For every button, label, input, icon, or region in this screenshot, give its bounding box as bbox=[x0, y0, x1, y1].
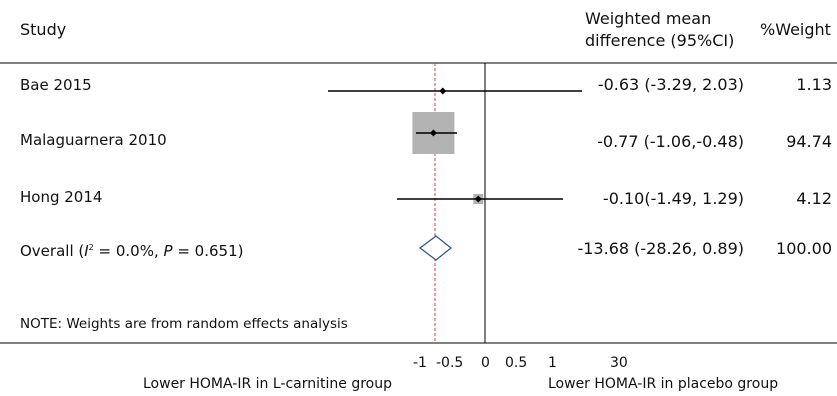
x-tick-label: 0 bbox=[481, 355, 490, 371]
overall-label: Overall (I2 = 0.0%, P = 0.651) bbox=[20, 239, 243, 260]
study-name-bae: Bae 2015 bbox=[20, 76, 92, 94]
x-tick-label: 1 bbox=[548, 355, 557, 371]
p-text: = 0.651) bbox=[172, 242, 244, 260]
study-ci-bae: -0.63 (-3.29, 2.03) bbox=[597, 75, 744, 94]
x-tick-label: -0.5 bbox=[436, 355, 464, 371]
point-estimate bbox=[439, 87, 447, 95]
study-weight-hong: 4.12 bbox=[796, 189, 832, 208]
x-tick-label: 30 bbox=[610, 355, 628, 371]
x-tick-label: 0.5 bbox=[505, 355, 528, 371]
i2-text: = 0.0%, bbox=[93, 242, 164, 260]
x-label-right: Lower HOMA-IR in placebo group bbox=[548, 376, 779, 392]
overall-ci: -13.68 (-28.26, 0.89) bbox=[577, 239, 744, 258]
overall-weight: 100.00 bbox=[776, 239, 832, 258]
analysis-note: NOTE: Weights are from random effects an… bbox=[20, 316, 348, 332]
study-weight-malaguarnera: 94.74 bbox=[786, 132, 832, 151]
point-estimate bbox=[429, 129, 437, 137]
overall-label-prefix: Overall ( bbox=[20, 242, 85, 260]
header-effect-label-line2: difference (95%CI) bbox=[585, 31, 735, 50]
study-name-hong: Hong 2014 bbox=[20, 188, 103, 206]
study-ci-malaguarnera: -0.77 (-1.06,-0.48) bbox=[597, 132, 744, 151]
study-name-malaguarnera: Malaguarnera 2010 bbox=[20, 131, 167, 149]
point-estimate bbox=[474, 195, 482, 203]
study-ci-hong: -0.10(-1.49, 1.29) bbox=[602, 189, 744, 208]
overall-diamond bbox=[419, 235, 452, 261]
study-weight-bae: 1.13 bbox=[796, 75, 832, 94]
header-study-label: Study bbox=[20, 20, 67, 39]
header-weight-label: %Weight bbox=[760, 20, 831, 39]
i2-sup: 2 bbox=[88, 243, 94, 252]
p-symbol: P bbox=[163, 242, 173, 260]
x-tick-label: -1 bbox=[413, 355, 427, 371]
x-label-left: Lower HOMA-IR in L-carnitine group bbox=[143, 376, 392, 392]
i2-symbol: I bbox=[84, 242, 89, 260]
header-effect-label-line1: Weighted mean bbox=[585, 9, 712, 28]
